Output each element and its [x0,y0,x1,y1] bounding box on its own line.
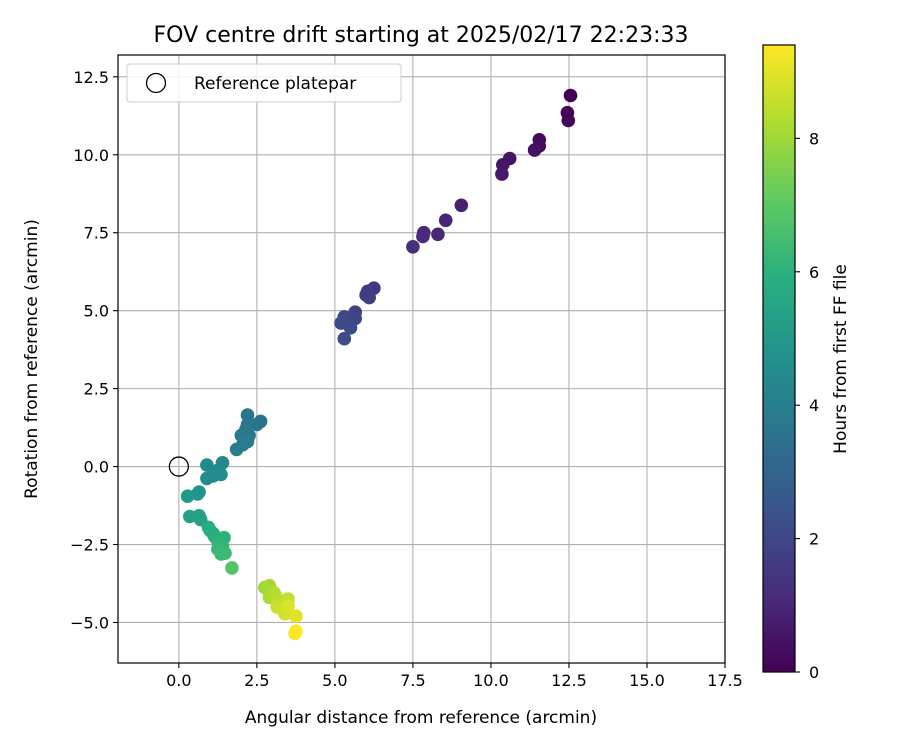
colorbar-tick-label: 4 [809,396,819,415]
legend-box [126,63,402,103]
y-tick-label: 5.0 [84,302,109,321]
data-point [289,624,303,638]
colorbar-label: Hours from first FF file [831,264,851,454]
x-axis-ticks: 0.0 2.5 5.0 7.5 10.0 12.5 15.0 17.5 [166,663,743,690]
y-tick-label: 2.5 [84,380,109,399]
data-point [431,227,445,242]
data-point [229,442,244,457]
colorbar-ticks: 0 2 4 6 8 [795,129,819,682]
data-point [527,143,542,157]
legend-entry-label: Reference platepar [194,74,356,94]
reference-marker-layer [168,456,190,477]
data-point [563,88,578,103]
colorbar-tick-label: 2 [809,530,819,549]
data-point [438,213,453,228]
data-point [250,417,264,432]
x-axis-label: Angular distance from reference (arcmin) [245,708,597,728]
y-tick-label: −5.0 [70,613,109,632]
x-tick-label: 12.5 [551,671,587,690]
x-tick-label: 5.0 [322,671,347,690]
y-tick-label: 10.0 [73,146,109,165]
x-tick-label: 0.0 [166,671,191,690]
colorbar-tick-label: 0 [809,663,819,682]
data-point [337,331,352,346]
y-axis-label: Rotation from reference (arcmin) [22,219,42,499]
data-point [454,198,469,213]
x-tick-label: 15.0 [629,671,665,690]
data-point [281,599,295,614]
data-point [406,240,420,254]
y-tick-label: 0.0 [84,458,109,477]
data-point [218,546,232,560]
data-point [416,229,430,244]
y-tick-label: 7.5 [84,224,109,243]
colorbar-frame [762,44,796,673]
data-point [200,471,214,486]
x-tick-label: 7.5 [400,671,425,690]
colorbar-tick-label: 8 [809,129,819,148]
data-point [289,609,303,623]
data-point [495,167,509,181]
y-axis-ticks: −5.0 −2.5 0.0 2.5 5.0 7.5 10.0 12.5 [70,68,118,632]
data-point [240,408,255,422]
data-point [343,321,358,335]
data-point [362,290,377,305]
x-tick-label: 2.5 [244,671,269,690]
grid-lines [118,55,726,663]
legend: Reference platepar [126,63,402,103]
plot-area-frame [117,54,726,664]
y-tick-label: 12.5 [73,68,109,87]
data-point [180,489,195,504]
y-tick-label: −2.5 [70,536,109,555]
colorbar-tick-label: 6 [809,263,819,282]
data-point [200,458,214,472]
legend-reference-marker [145,72,167,94]
x-tick-label: 10.0 [473,671,509,690]
colorbar [763,45,795,672]
x-tick-label: 17.5 [707,671,743,690]
chart-title: FOV centre drift starting at 2025/02/17 … [154,23,689,48]
data-point [561,113,576,128]
data-point [225,561,239,575]
data-points [180,88,578,641]
reference-platepar-marker [168,456,190,477]
